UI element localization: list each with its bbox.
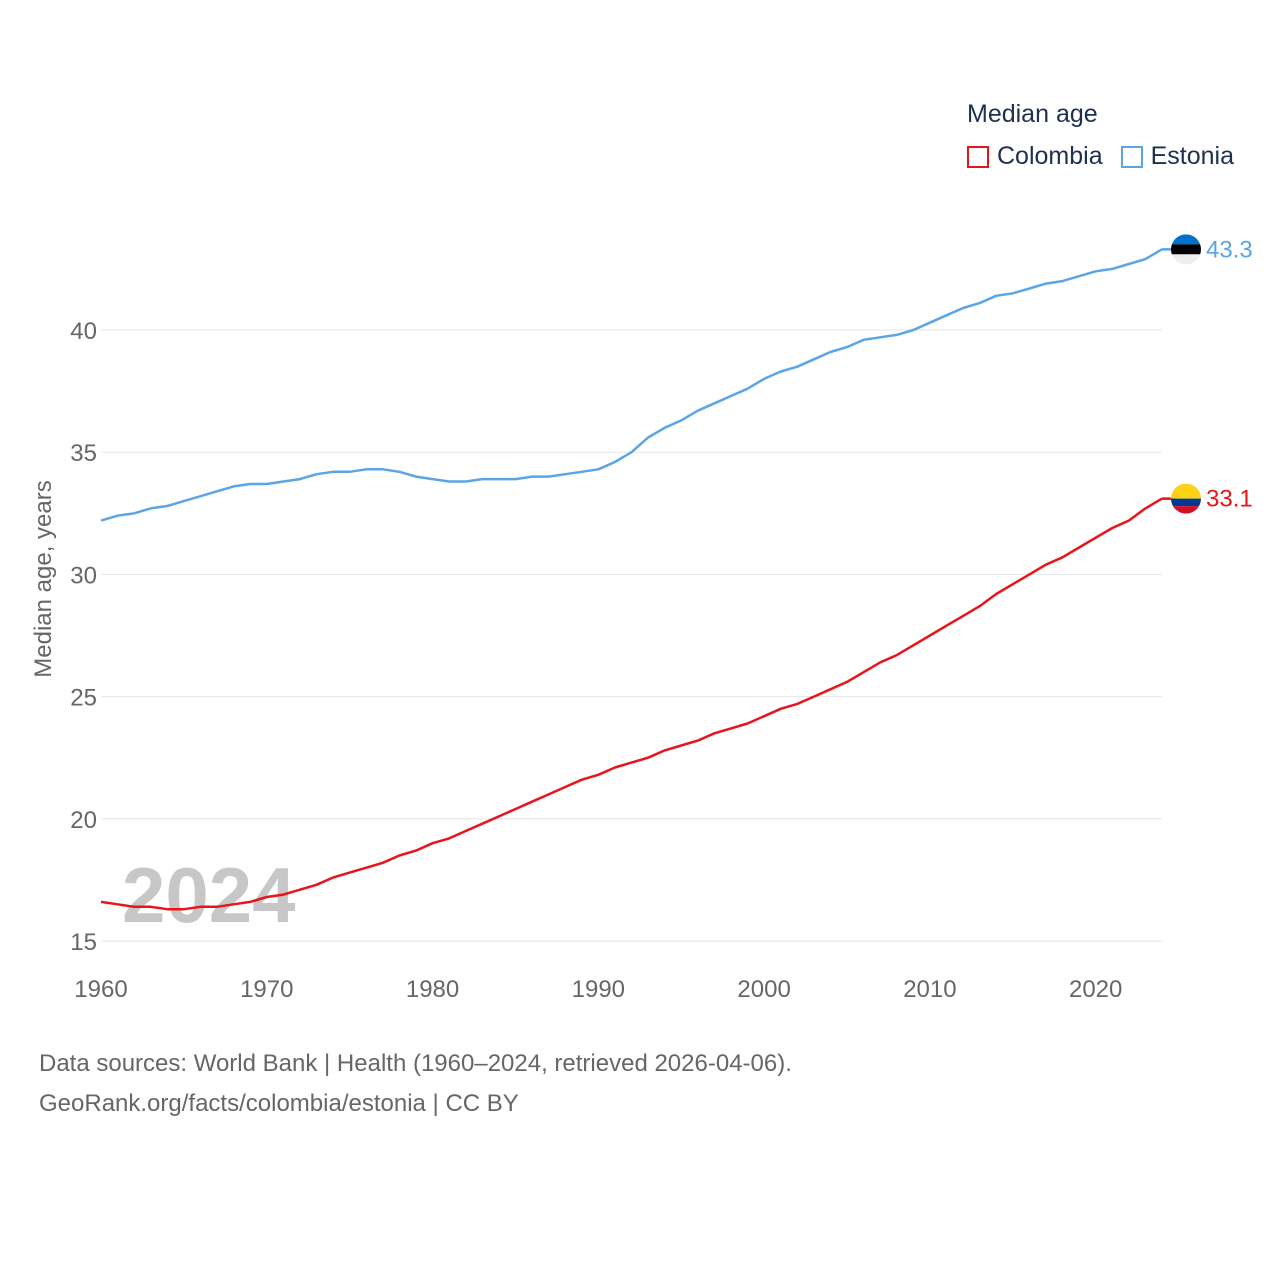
estonia-flag-icon (1171, 234, 1201, 265)
y-tick-label: 30 (70, 562, 97, 589)
x-tick-label: 2000 (737, 976, 790, 1003)
footer: Data sources: World Bank | Health (1960–… (39, 1044, 792, 1124)
legend-swatch-colombia (967, 145, 989, 168)
colombia-flag-icon (1171, 483, 1201, 514)
x-tick-label: 2010 (903, 976, 956, 1003)
x-tick-label: 1970 (240, 976, 293, 1003)
x-tick-label: 1980 (406, 976, 459, 1003)
year-watermark: 2024 (122, 851, 296, 939)
x-tick-label: 1990 (572, 976, 625, 1003)
x-tick-label: 1960 (74, 976, 127, 1003)
y-tick-label: 35 (70, 440, 97, 467)
grid-lines (101, 329, 1162, 942)
y-axis-label: Median age, years (30, 480, 57, 677)
data-source-note: Data sources: World Bank | Health (1960–… (39, 1050, 792, 1077)
legend-label-colombia: Colombia (997, 142, 1103, 170)
legend-label-estonia: Estonia (1150, 142, 1234, 170)
legend-swatch-estonia (1120, 145, 1143, 168)
y-tick-label: 20 (70, 807, 97, 834)
legend-item-colombia[interactable]: Colombia (967, 142, 1103, 171)
end-value-label-colombia: 33.1 (1206, 486, 1253, 513)
legend-title: Median age (967, 100, 1098, 128)
end-markers: 33.1 43.3 (1162, 234, 1253, 514)
legend-item-estonia[interactable]: Estonia (1120, 142, 1234, 171)
end-value-label-estonia: 43.3 (1206, 236, 1253, 263)
y-tick-label: 15 (70, 929, 97, 956)
attribution-link[interactable]: GeoRank.org/facts/colombia/estonia | CC … (39, 1090, 519, 1117)
y-axis-ticks: 15 20 25 30 35 40 (70, 318, 97, 956)
legend: Colombia Estonia (967, 142, 1252, 171)
x-axis-ticks: 1960 1970 1980 1990 2000 2010 2020 (74, 976, 1122, 1003)
series-lines (100, 248, 1163, 911)
series-line-estonia[interactable] (100, 248, 1163, 522)
series-line-colombia[interactable] (100, 497, 1163, 911)
y-tick-label: 25 (70, 685, 97, 712)
x-tick-label: 2020 (1069, 976, 1122, 1003)
y-tick-label: 40 (70, 318, 97, 345)
